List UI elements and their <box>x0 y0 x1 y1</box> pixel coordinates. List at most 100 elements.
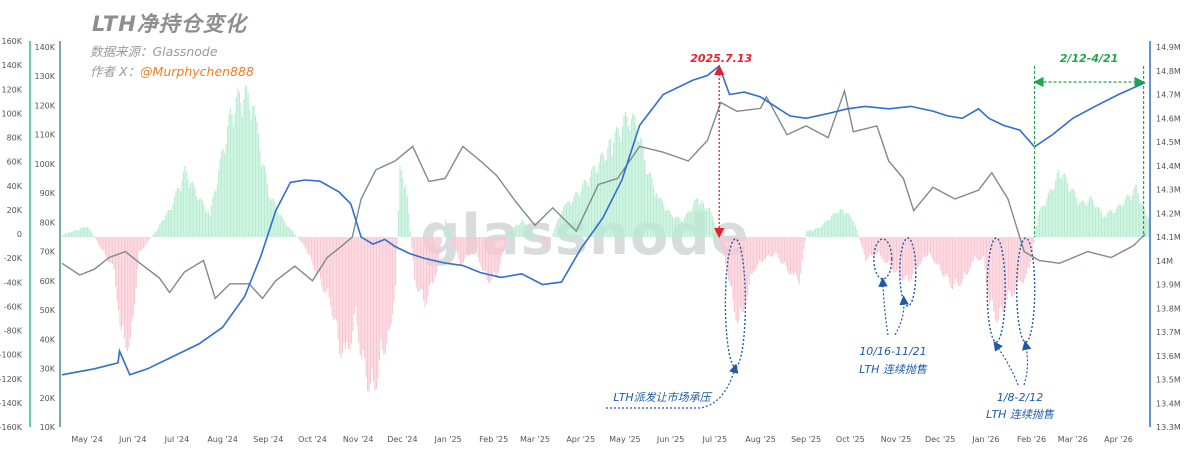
net-bar <box>191 181 193 237</box>
net-bar <box>574 192 576 237</box>
net-bar <box>1106 213 1108 237</box>
net-bar <box>225 143 227 237</box>
net-bar <box>1030 237 1032 262</box>
net-bar <box>529 228 531 237</box>
net-bar <box>449 233 451 237</box>
net-bar <box>741 237 743 312</box>
net-bar <box>427 237 429 296</box>
net-bar <box>1134 185 1136 237</box>
net-bar <box>187 179 189 237</box>
net-bar <box>1040 207 1042 237</box>
net-bar <box>294 235 296 237</box>
net-bar <box>1006 237 1008 301</box>
net-bar <box>788 237 790 275</box>
net-bar <box>980 237 982 260</box>
net-bar <box>596 173 598 237</box>
note-oct-nov-text: LTH 连续抛售 <box>859 363 928 376</box>
net-bar <box>1065 176 1067 237</box>
net-bar <box>797 237 799 281</box>
net-bar <box>601 151 603 237</box>
author-line: 作者 X：@Murphychen888 <box>90 61 254 80</box>
x-tick-label: Sep '25 <box>791 435 821 444</box>
net-bar <box>252 106 254 237</box>
net-bar <box>115 237 117 287</box>
net-bar <box>145 237 148 244</box>
x-tick-label: Sep '24 <box>253 435 283 444</box>
net-bar <box>809 230 811 237</box>
net-bar <box>353 237 355 315</box>
net-bar <box>451 237 453 239</box>
net-bar <box>834 212 836 237</box>
author-handle[interactable]: @Murphychen888 <box>140 64 254 79</box>
net-bar <box>169 209 171 237</box>
net-bar <box>168 210 170 237</box>
net-bar <box>140 237 142 251</box>
net-bar <box>953 237 955 285</box>
net-bar <box>595 171 597 237</box>
net-bar <box>621 126 624 237</box>
data-source: 数据来源：Glassnode <box>90 44 218 59</box>
net-bar <box>70 232 72 237</box>
net-bar <box>352 237 354 331</box>
supply-tick-label: 14.8M <box>1156 67 1181 76</box>
net-bar <box>568 202 570 237</box>
net-tick-label: 140K <box>1 61 22 70</box>
net-bar <box>313 237 316 271</box>
net-bar <box>682 222 684 237</box>
net-bar <box>642 146 644 237</box>
net-bar <box>632 113 634 237</box>
net-bar <box>868 237 870 258</box>
net-bar <box>1140 202 1142 237</box>
supply-tick-label: 13.4M <box>1156 399 1181 408</box>
price-tick-label: 120K <box>34 102 55 111</box>
net-bar <box>411 237 413 248</box>
net-bar <box>816 227 818 237</box>
net-bar <box>898 237 901 275</box>
note-arrow-jan <box>993 341 1019 386</box>
net-bar <box>459 237 461 266</box>
net-bar <box>346 237 348 342</box>
net-bar <box>561 211 563 237</box>
net-bar <box>227 126 229 237</box>
net-bar <box>713 222 715 237</box>
net-bar <box>1133 188 1135 237</box>
net-bar <box>389 237 391 329</box>
net-bar <box>316 237 319 274</box>
net-bar <box>448 230 450 237</box>
price-tick-label: 40K <box>40 335 56 344</box>
net-bar <box>664 211 666 237</box>
net-bar <box>499 237 501 265</box>
net-bar <box>336 237 338 321</box>
net-bar <box>716 227 718 237</box>
net-bar <box>112 237 114 264</box>
net-bar <box>1008 237 1010 290</box>
x-tick-label: Apr '25 <box>566 435 595 444</box>
net-bar <box>810 230 812 237</box>
net-bar <box>305 237 307 249</box>
net-bar <box>719 237 721 238</box>
net-bar <box>218 170 220 237</box>
net-bar <box>492 237 494 275</box>
net-bar <box>952 237 954 290</box>
net-bar <box>518 225 520 237</box>
net-bar <box>548 237 550 245</box>
net-bar <box>362 237 364 351</box>
net-bar <box>723 237 725 256</box>
net-bar <box>262 163 264 237</box>
net-bar <box>647 174 649 237</box>
net-bar <box>284 222 286 237</box>
net-bar <box>882 237 884 260</box>
net-bar <box>910 237 912 280</box>
net-bar <box>530 229 532 237</box>
net-bar <box>533 233 535 237</box>
net-bar <box>931 237 933 258</box>
net-bar <box>333 237 335 321</box>
net-bar <box>361 237 363 359</box>
net-bar <box>436 237 438 273</box>
net-bar <box>350 237 352 344</box>
net-bar <box>468 237 470 256</box>
net-bar <box>636 139 638 237</box>
net-bar <box>560 216 562 237</box>
lth-supply-line <box>61 64 1146 376</box>
net-bar <box>912 237 914 275</box>
